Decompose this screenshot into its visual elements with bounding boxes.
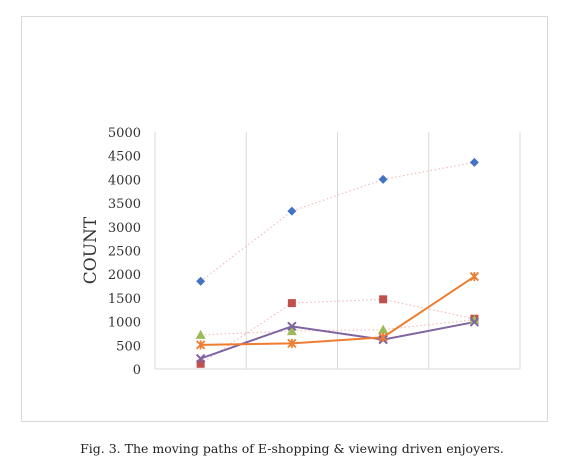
series-1-point — [469, 157, 479, 167]
y-tick-label: 1500 — [108, 292, 141, 307]
series-3-line — [200, 319, 475, 336]
chart-area — [21, 16, 548, 422]
y-tick-label: 3500 — [108, 197, 141, 212]
y-tick-label: 2500 — [108, 245, 141, 260]
series-5-point — [287, 338, 297, 349]
y-tick-label: 500 — [116, 339, 141, 354]
y-tick-label: 0 — [133, 363, 141, 378]
series-5-point — [195, 340, 206, 350]
y-axis-title: COUNT — [81, 216, 101, 284]
series-4-point — [287, 321, 297, 332]
series-3-point — [195, 329, 206, 339]
y-tick-label: 4500 — [108, 150, 141, 165]
series-4-line — [200, 321, 475, 360]
series-5-point — [469, 271, 480, 282]
series-5-line — [200, 275, 475, 346]
series-5-point — [378, 332, 388, 342]
y-tick-label: 4000 — [108, 173, 141, 188]
series-2-point — [196, 359, 205, 368]
series-3-point — [469, 314, 480, 324]
series-2-point — [287, 299, 296, 308]
series-3-point — [286, 326, 297, 336]
figure-caption: Fig. 3. The moving paths of E-shopping &… — [80, 441, 504, 456]
y-tick-label: 3000 — [108, 221, 141, 236]
series-2-point — [379, 295, 388, 304]
series-4-point — [469, 317, 480, 327]
series-3-point — [378, 324, 389, 334]
series-1-point — [378, 174, 388, 184]
series-1-point — [196, 276, 206, 286]
y-tick-label: 2000 — [108, 268, 141, 283]
series-1-point — [287, 206, 297, 216]
y-tick-label: 5000 — [108, 126, 141, 141]
y-tick-label: 1000 — [108, 316, 141, 331]
series-4-point — [195, 353, 206, 364]
